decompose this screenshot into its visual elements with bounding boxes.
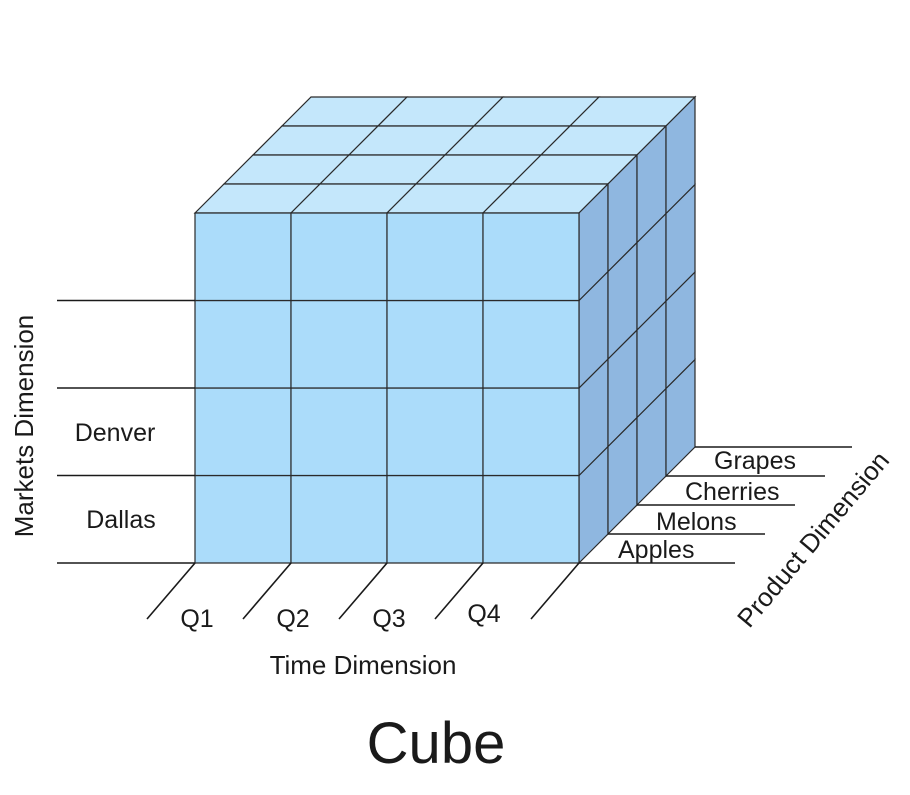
markets-member-label-dallas: Dallas xyxy=(86,506,155,534)
cube-front-cell xyxy=(482,212,580,302)
cube-front-cell xyxy=(386,299,484,389)
time-member-label-q4: Q4 xyxy=(467,600,500,628)
cube-front-cell xyxy=(386,474,484,564)
cube-front-cell xyxy=(482,299,580,389)
time-guide-line xyxy=(530,562,580,620)
cube-front-cell xyxy=(482,387,580,477)
product-member-label-grapes: Grapes xyxy=(714,447,796,475)
product-member-label-apples: Apples xyxy=(618,536,694,564)
cube-front-cell xyxy=(194,474,292,564)
cube-front-cell xyxy=(194,299,292,389)
product-member-label-melons: Melons xyxy=(656,508,737,536)
guide-lines xyxy=(57,299,852,620)
time-guide-line xyxy=(434,562,484,620)
cube-front-cell xyxy=(194,387,292,477)
markets-dimension-title: Markets Dimension xyxy=(9,315,39,538)
cube-cells xyxy=(193,95,697,565)
cube-front-cell xyxy=(386,212,484,302)
cube-front-cell xyxy=(290,299,388,389)
time-member-label-q2: Q2 xyxy=(276,605,309,633)
cube-front-cell xyxy=(386,387,484,477)
cube-front-cell xyxy=(482,474,580,564)
time-member-label-q1: Q1 xyxy=(180,605,213,633)
cube-front-cell xyxy=(290,474,388,564)
cube-front-cell xyxy=(194,212,292,302)
time-guide-line xyxy=(242,562,292,620)
diagram-title: Cube xyxy=(367,711,506,776)
markets-member-label-denver: Denver xyxy=(75,419,156,447)
time-guide-line xyxy=(338,562,388,620)
time-dimension-title: Time Dimension xyxy=(270,650,457,680)
time-guide-line xyxy=(146,562,196,620)
time-member-label-q3: Q3 xyxy=(372,605,405,633)
product-member-label-cherries: Cherries xyxy=(685,478,779,506)
cube-front-cell xyxy=(290,387,388,477)
cube-side-cell xyxy=(665,95,696,215)
cube-front-cell xyxy=(290,212,388,302)
